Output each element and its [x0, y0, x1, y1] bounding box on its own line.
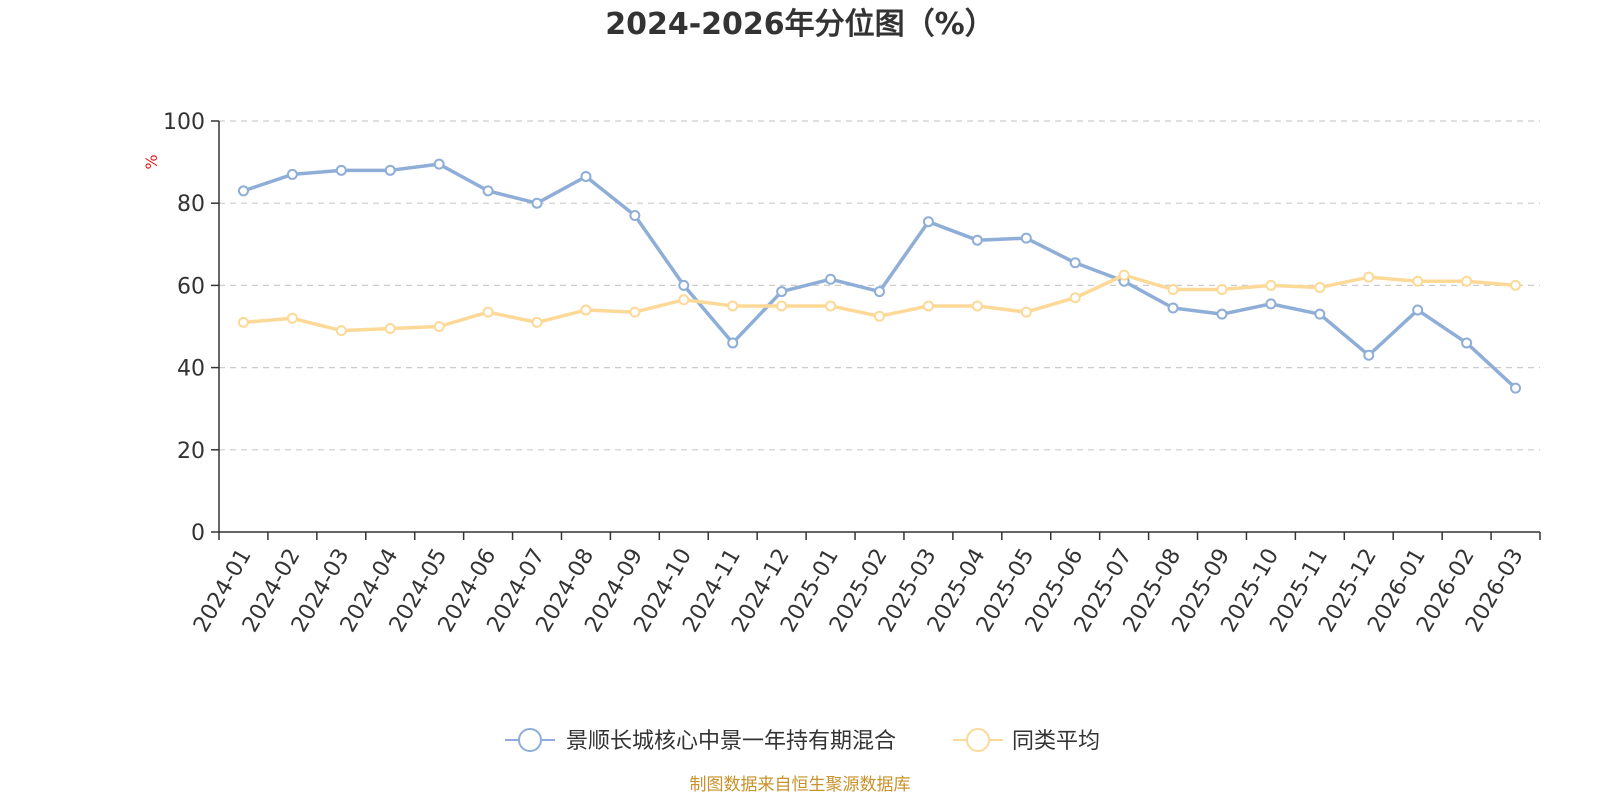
y-tick-label: 80: [177, 192, 205, 217]
y-tick-label: 0: [191, 521, 205, 546]
data-point[interactable]: [237, 316, 249, 328]
data-point[interactable]: [1118, 269, 1130, 281]
data-point[interactable]: [874, 286, 885, 298]
data-point[interactable]: [1020, 232, 1032, 244]
axes: [211, 120, 1541, 540]
data-point[interactable]: [1314, 308, 1326, 320]
data-point[interactable]: [971, 234, 983, 246]
data-point[interactable]: [1265, 298, 1277, 310]
data-point[interactable]: [971, 300, 983, 312]
series-line: [243, 273, 1516, 333]
y-tick-label: 40: [177, 357, 205, 382]
data-point[interactable]: [580, 304, 592, 316]
data-point[interactable]: [1461, 337, 1473, 349]
data-point[interactable]: [531, 197, 543, 209]
data-point[interactable]: [1069, 292, 1081, 304]
data-point[interactable]: [237, 185, 249, 197]
data-point[interactable]: [531, 316, 543, 328]
data-point[interactable]: [482, 306, 494, 318]
y-tick-label: 20: [177, 439, 205, 464]
source-note: 制图数据来自恒生聚源数据库: [690, 775, 911, 795]
data-point[interactable]: [1510, 279, 1522, 291]
legend-item-2[interactable]: 同类平均: [953, 728, 1100, 754]
data-point[interactable]: [1167, 302, 1179, 314]
data-point[interactable]: [384, 323, 396, 335]
data-point[interactable]: [1020, 306, 1032, 318]
data-point[interactable]: [1412, 304, 1424, 316]
legend-marker-icon: [966, 728, 990, 752]
data-point[interactable]: [1363, 349, 1375, 361]
data-point[interactable]: [922, 300, 934, 312]
data-point[interactable]: [922, 216, 934, 228]
data-point[interactable]: [1314, 281, 1326, 293]
data-point[interactable]: [580, 170, 592, 182]
legend-marker-icon: [518, 728, 542, 752]
data-point[interactable]: [433, 158, 445, 170]
data-point[interactable]: [335, 164, 347, 176]
data-point[interactable]: [384, 164, 396, 176]
data-point[interactable]: [825, 273, 837, 285]
data-point[interactable]: [1461, 275, 1473, 287]
data-point[interactable]: [1167, 284, 1179, 296]
data-point[interactable]: [678, 279, 690, 291]
data-point[interactable]: [1510, 382, 1522, 394]
data-point[interactable]: [629, 306, 641, 318]
y-tick-labels: 0 20 40 60 80 100: [163, 110, 205, 546]
legend-label: 景顺长城核心中景一年持有期混合: [566, 729, 896, 754]
x-tick-labels: 2024-012024-022024-032024-042024-052024-…: [189, 545, 1529, 637]
data-point[interactable]: [727, 337, 739, 349]
y-tick-label: 100: [163, 110, 205, 135]
series-1: [237, 158, 1522, 394]
data-point[interactable]: [286, 168, 298, 180]
series-layer: [237, 158, 1522, 394]
data-point[interactable]: [1363, 271, 1375, 283]
data-point[interactable]: [1216, 284, 1228, 296]
data-point[interactable]: [678, 294, 690, 306]
series-line: [242, 162, 1517, 390]
legend[interactable]: 景顺长城核心中景一年持有期混合 同类平均: [505, 728, 1100, 754]
data-point[interactable]: [1412, 275, 1424, 287]
data-point[interactable]: [776, 300, 788, 312]
data-point[interactable]: [629, 210, 641, 222]
data-point[interactable]: [776, 286, 788, 298]
legend-item-1[interactable]: 景顺长城核心中景一年持有期混合: [505, 728, 896, 754]
data-point[interactable]: [727, 300, 739, 312]
legend-label: 同类平均: [1012, 729, 1100, 754]
data-point[interactable]: [482, 185, 494, 197]
data-point[interactable]: [1069, 257, 1081, 269]
data-point[interactable]: [825, 300, 837, 312]
data-point[interactable]: [335, 325, 347, 337]
y-tick-label: 60: [177, 274, 205, 299]
data-point[interactable]: [874, 310, 885, 322]
chart-title: 2024-2026年分位图（%）: [605, 7, 995, 42]
data-point[interactable]: [1216, 308, 1228, 320]
y-axis-label: %: [142, 154, 161, 169]
series-2: [237, 269, 1522, 337]
data-point[interactable]: [433, 321, 445, 332]
data-point[interactable]: [1265, 279, 1277, 291]
grid-lines: [219, 120, 1540, 451]
data-point[interactable]: [286, 312, 298, 324]
